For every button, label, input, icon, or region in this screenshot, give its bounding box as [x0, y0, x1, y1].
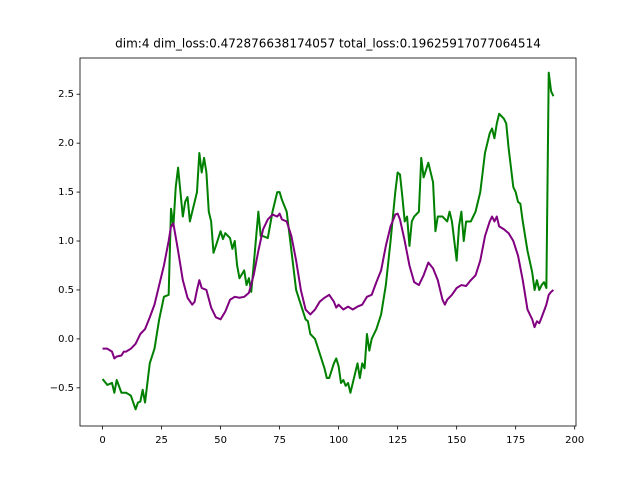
y-tick-label: 1.0: [58, 236, 74, 247]
plot-frame: [79, 57, 577, 427]
x-tick-label: 50: [214, 435, 227, 446]
line-series: [102, 212, 555, 360]
chart-title: dim:4 dim_loss:0.472876638174057 total_l…: [115, 37, 541, 51]
y-tick-label: 0.5: [58, 285, 74, 296]
x-tick-label: 200: [565, 435, 584, 446]
y-tick-label: −0.5: [50, 383, 74, 394]
x-tick-label: 75: [273, 435, 286, 446]
x-tick-label: 175: [506, 435, 525, 446]
line-series: [101, 71, 555, 411]
x-tick-label: 100: [329, 435, 348, 446]
x-tick-label: 150: [447, 435, 466, 446]
x-tick-label: 125: [388, 435, 407, 446]
x-tick-label: 0: [99, 435, 105, 446]
y-tick-label: 2.0: [58, 138, 74, 149]
x-tick-label: 25: [155, 435, 168, 446]
y-tick-label: 2.5: [58, 89, 74, 100]
y-tick-label: 0.0: [58, 334, 74, 345]
y-tick-label: 1.5: [58, 187, 74, 198]
